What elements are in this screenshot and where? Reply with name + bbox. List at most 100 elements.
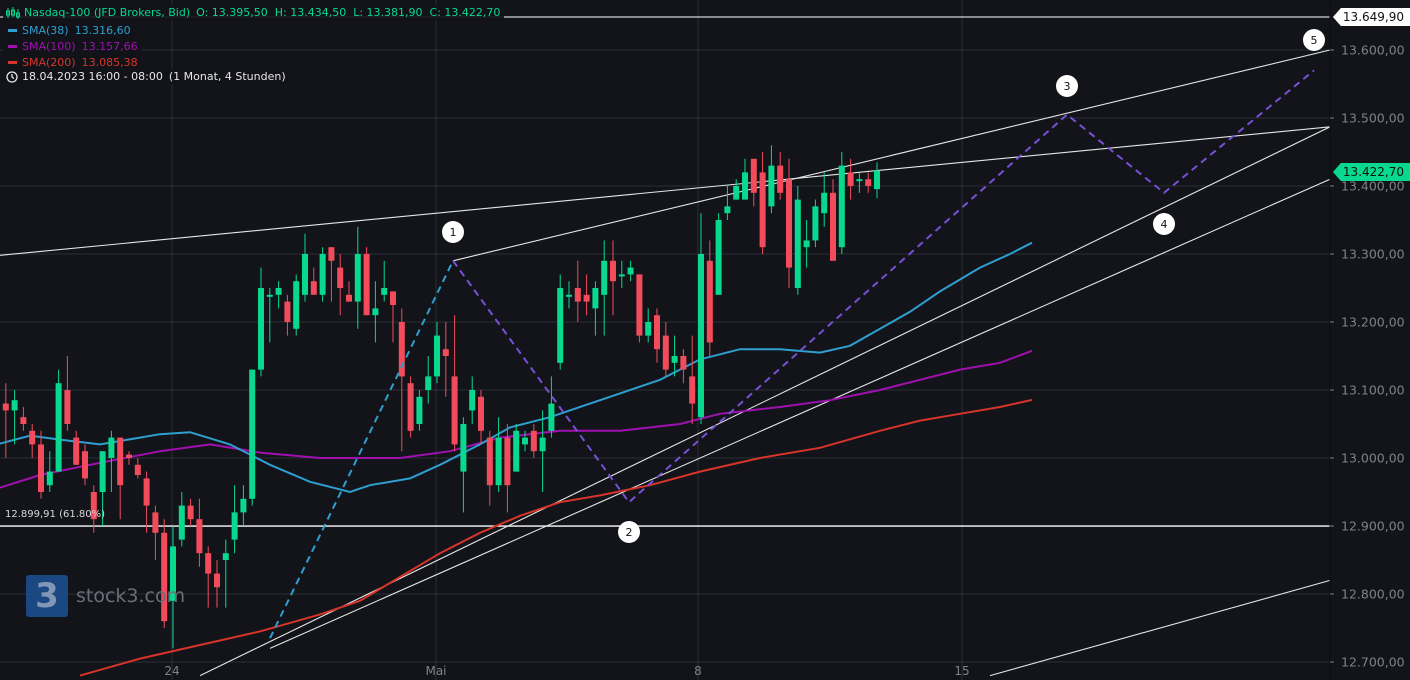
wave-marker-2[interactable]: 2 — [618, 521, 640, 543]
wave-markers[interactable]: 1 2 3 4 5 — [442, 29, 1325, 543]
candle[interactable] — [706, 240, 713, 356]
candle[interactable] — [302, 233, 308, 302]
candle[interactable] — [838, 152, 845, 254]
candle[interactable] — [390, 291, 396, 343]
wave-marker-1[interactable]: 1 — [442, 221, 464, 243]
candle[interactable] — [346, 281, 352, 302]
candle[interactable] — [214, 560, 220, 608]
wave-projection-line[interactable] — [452, 69, 1315, 504]
candle[interactable] — [99, 451, 106, 526]
candle[interactable] — [645, 308, 652, 343]
candle[interactable] — [627, 260, 634, 282]
candle[interactable] — [266, 288, 273, 343]
candle[interactable] — [196, 498, 203, 567]
candle[interactable] — [856, 172, 863, 193]
candle[interactable] — [152, 505, 159, 560]
candle[interactable] — [847, 158, 854, 200]
candle[interactable] — [539, 410, 546, 492]
candle[interactable] — [108, 430, 115, 492]
candle[interactable] — [610, 240, 616, 316]
candle[interactable] — [29, 424, 36, 458]
candle[interactable] — [425, 356, 432, 404]
candle[interactable] — [249, 369, 256, 506]
candle[interactable] — [662, 322, 669, 377]
candle[interactable] — [715, 213, 722, 295]
candle[interactable] — [636, 274, 643, 343]
candle[interactable] — [680, 349, 687, 384]
candle[interactable] — [478, 390, 484, 445]
candle[interactable] — [372, 281, 379, 343]
candle[interactable] — [583, 274, 590, 316]
candle[interactable] — [530, 424, 537, 458]
candle[interactable] — [161, 519, 168, 628]
candle[interactable] — [812, 199, 819, 248]
candle[interactable] — [170, 526, 176, 649]
candle[interactable] — [522, 430, 528, 452]
candle[interactable] — [46, 451, 53, 492]
candle[interactable] — [310, 267, 317, 295]
candle[interactable] — [64, 356, 71, 431]
candle[interactable] — [205, 546, 212, 608]
candle[interactable] — [601, 240, 608, 336]
candle[interactable] — [231, 485, 238, 554]
candle[interactable] — [574, 260, 581, 322]
candle[interactable] — [381, 260, 388, 302]
candle[interactable] — [557, 274, 564, 370]
candle[interactable] — [20, 407, 27, 431]
candle[interactable] — [821, 172, 828, 227]
instrument-row[interactable]: Nasdaq-100 (JFD Brokers, Bid) O: 13.395,5… — [3, 5, 505, 21]
candle[interactable] — [865, 172, 872, 193]
trend-line[interactable] — [0, 126, 1331, 256]
candle[interactable] — [750, 158, 757, 207]
candle[interactable] — [504, 424, 511, 513]
candle[interactable] — [258, 267, 264, 377]
candle[interactable] — [143, 471, 150, 533]
candle[interactable] — [742, 158, 748, 200]
candle[interactable] — [592, 281, 599, 336]
candle[interactable] — [222, 539, 229, 608]
candle[interactable] — [442, 322, 449, 397]
sma100-row[interactable]: SMA(100) 13.157,66 — [3, 38, 142, 55]
candle[interactable] — [11, 390, 18, 445]
price-axis[interactable]: 13.600,00 13.500,00 13.400,00 13.300,00 13.2… — [1329, 0, 1410, 680]
candle[interactable] — [469, 376, 476, 424]
candle[interactable] — [618, 260, 625, 288]
wave-marker-4[interactable]: 4 — [1153, 213, 1175, 235]
candle[interactable] — [830, 179, 836, 261]
candlesticks[interactable] — [0, 145, 880, 649]
time-range-row[interactable]: 18.04.2023 16:00 - 08:00 (1 Monat, 4 Stun… — [3, 69, 290, 85]
wave-impulse-line[interactable] — [269, 260, 454, 639]
candle[interactable] — [178, 492, 185, 547]
candle[interactable] — [2, 383, 9, 458]
candle[interactable] — [724, 186, 731, 220]
candle[interactable] — [398, 308, 405, 452]
candle[interactable] — [416, 390, 423, 431]
candle[interactable] — [337, 254, 344, 316]
candle[interactable] — [803, 220, 810, 268]
candle[interactable] — [777, 152, 784, 200]
candle[interactable] — [328, 247, 335, 302]
candle[interactable] — [117, 437, 124, 520]
candle[interactable] — [293, 274, 300, 336]
candle[interactable] — [275, 281, 282, 309]
candle[interactable] — [759, 152, 766, 254]
candle[interactable] — [495, 417, 502, 492]
candle[interactable] — [319, 247, 326, 302]
candle[interactable] — [874, 162, 880, 199]
candle[interactable] — [513, 424, 520, 472]
candle[interactable] — [284, 294, 291, 336]
candle[interactable] — [126, 451, 132, 465]
candle[interactable] — [82, 444, 88, 486]
candle[interactable] — [73, 430, 80, 465]
candle[interactable] — [240, 485, 247, 526]
candle[interactable] — [90, 485, 97, 533]
elliott-wave-paths[interactable] — [269, 69, 1315, 639]
time-axis[interactable]: 24 Mai 8 15 — [164, 664, 969, 678]
candle[interactable] — [768, 145, 775, 214]
candle[interactable] — [460, 417, 467, 513]
candle[interactable] — [354, 226, 361, 329]
candle[interactable] — [55, 369, 62, 472]
sma38-row[interactable]: SMA(38) 13.316,60 — [3, 22, 135, 39]
candle[interactable] — [451, 315, 458, 452]
